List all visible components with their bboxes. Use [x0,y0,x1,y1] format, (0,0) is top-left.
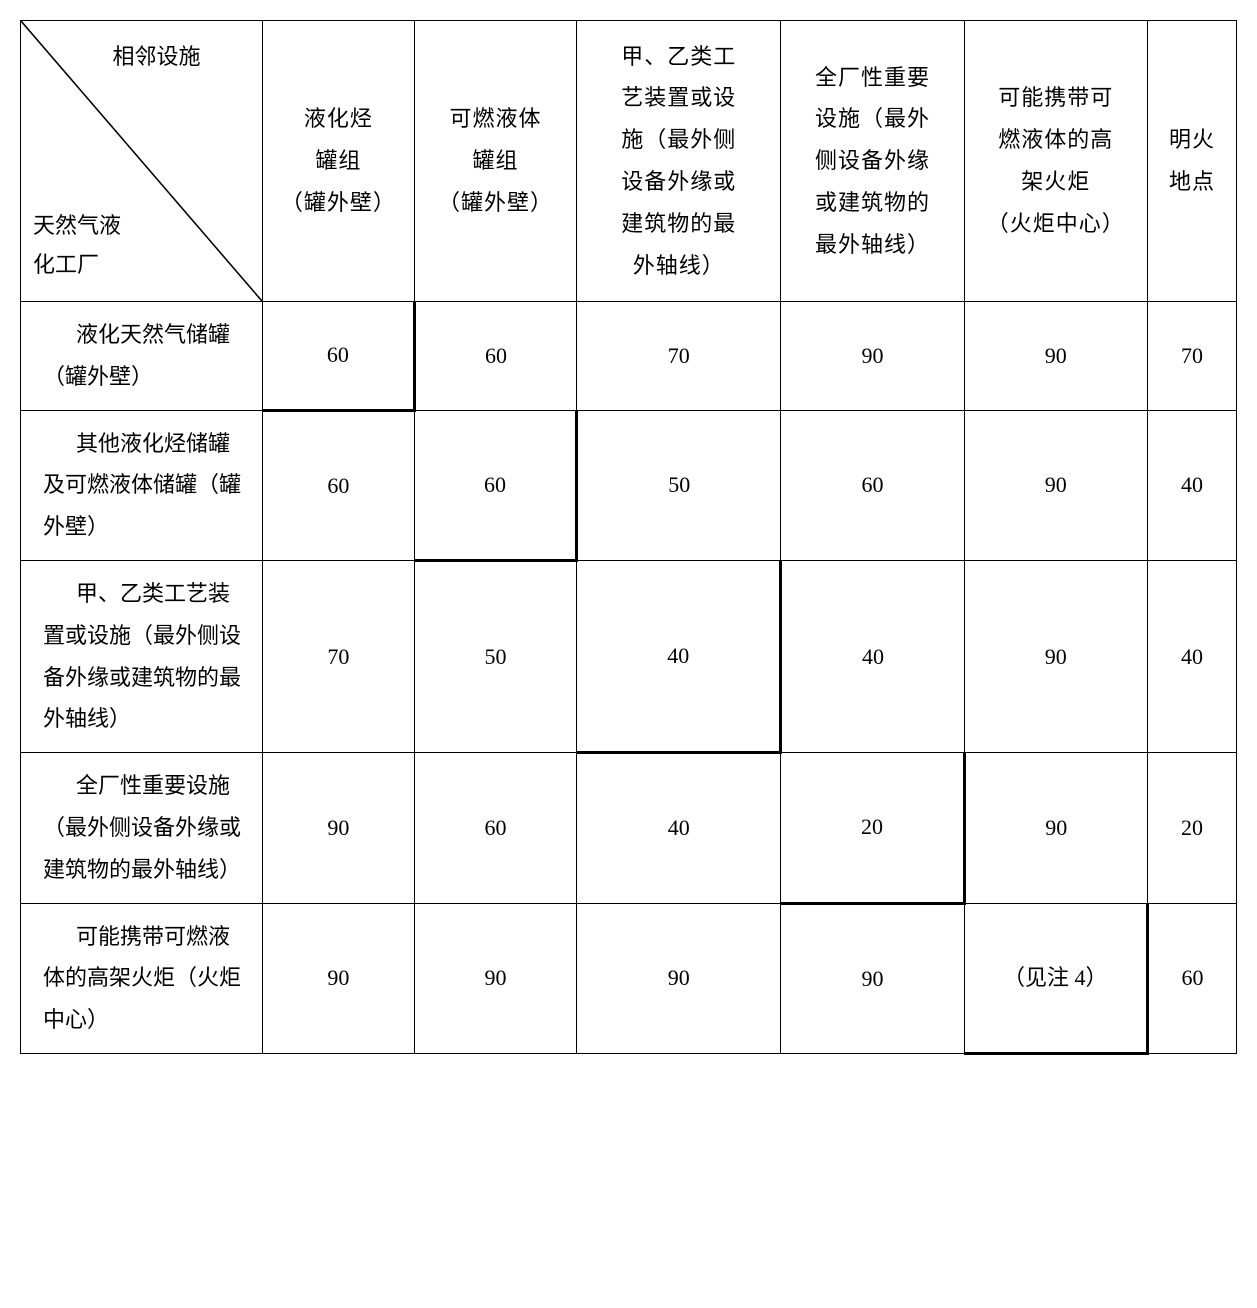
data-cell: 90 [577,903,781,1053]
col-header-3: 全厂性重要设施（最外侧设备外缘或建筑物的最外轴线） [781,21,964,302]
data-cell: 40 [577,753,781,903]
data-cell: 90 [781,903,964,1053]
data-cell: 60 [1147,903,1236,1053]
data-cell: 90 [262,903,414,1053]
table-row: 可能携带可燃液体的高架火炬（火炬中心） 90 90 90 90 （见注 4） 6… [21,903,1237,1053]
data-cell: 60 [414,302,576,411]
data-cell: 50 [414,560,576,752]
data-cell: 60 [414,410,576,560]
data-cell: 60 [262,410,414,560]
diag-bottom-line1: 天然气液 [33,213,121,238]
data-cell: 70 [262,560,414,752]
data-cell: 20 [1147,753,1236,903]
data-cell: 90 [964,560,1147,752]
row-header-4: 可能携带可燃液体的高架火炬（火炬中心） [21,903,263,1053]
col-header-2: 甲、乙类工艺装置或设施（最外侧设备外缘或建筑物的最外轴线） [577,21,781,302]
col-header-5: 明火地点 [1147,21,1236,302]
row-header-0: 液化天然气储罐（罐外壁） [21,302,263,411]
row-header-1: 其他液化烃储罐及可燃液体储罐（罐外壁） [21,410,263,560]
table-row: 其他液化烃储罐及可燃液体储罐（罐外壁） 60 60 50 60 90 40 [21,410,1237,560]
data-cell: 60 [262,302,414,411]
data-cell: 40 [781,560,964,752]
data-cell: 90 [414,903,576,1053]
data-cell: （见注 4） [964,903,1147,1053]
table-row: 液化天然气储罐（罐外壁） 60 60 70 90 90 70 [21,302,1237,411]
col-header-1: 可燃液体罐组（罐外壁） [414,21,576,302]
diagonal-top-label: 相邻设施 [61,37,252,77]
data-cell: 90 [964,753,1147,903]
data-cell: 50 [577,410,781,560]
data-cell: 40 [577,560,781,752]
diag-bottom-line2: 化工厂 [33,252,99,277]
data-cell: 40 [1147,560,1236,752]
col-header-4: 可能携带可燃液体的高架火炬（火炬中心） [964,21,1147,302]
data-cell: 60 [414,753,576,903]
data-cell: 90 [262,753,414,903]
diagonal-header-cell: 相邻设施 天然气液 化工厂 [21,21,263,302]
table-header-row: 相邻设施 天然气液 化工厂 液化烃罐组（罐外壁） 可燃液体罐组（罐外壁） 甲、乙… [21,21,1237,302]
data-cell: 20 [781,753,964,903]
safety-distance-table: 相邻设施 天然气液 化工厂 液化烃罐组（罐外壁） 可燃液体罐组（罐外壁） 甲、乙… [20,20,1237,1055]
row-header-3: 全厂性重要设施（最外侧设备外缘或建筑物的最外轴线） [21,753,263,903]
data-cell: 70 [577,302,781,411]
data-cell: 60 [781,410,964,560]
table-row: 甲、乙类工艺装置或设施（最外侧设备外缘或建筑物的最外轴线） 70 50 40 4… [21,560,1237,752]
data-cell: 90 [964,302,1147,411]
data-cell: 70 [1147,302,1236,411]
row-header-2: 甲、乙类工艺装置或设施（最外侧设备外缘或建筑物的最外轴线） [21,560,263,752]
diagonal-bottom-label: 天然气液 化工厂 [33,206,121,285]
data-cell: 90 [781,302,964,411]
col-header-0: 液化烃罐组（罐外壁） [262,21,414,302]
data-cell: 40 [1147,410,1236,560]
data-cell: 90 [964,410,1147,560]
table-row: 全厂性重要设施（最外侧设备外缘或建筑物的最外轴线） 90 60 40 20 90… [21,753,1237,903]
